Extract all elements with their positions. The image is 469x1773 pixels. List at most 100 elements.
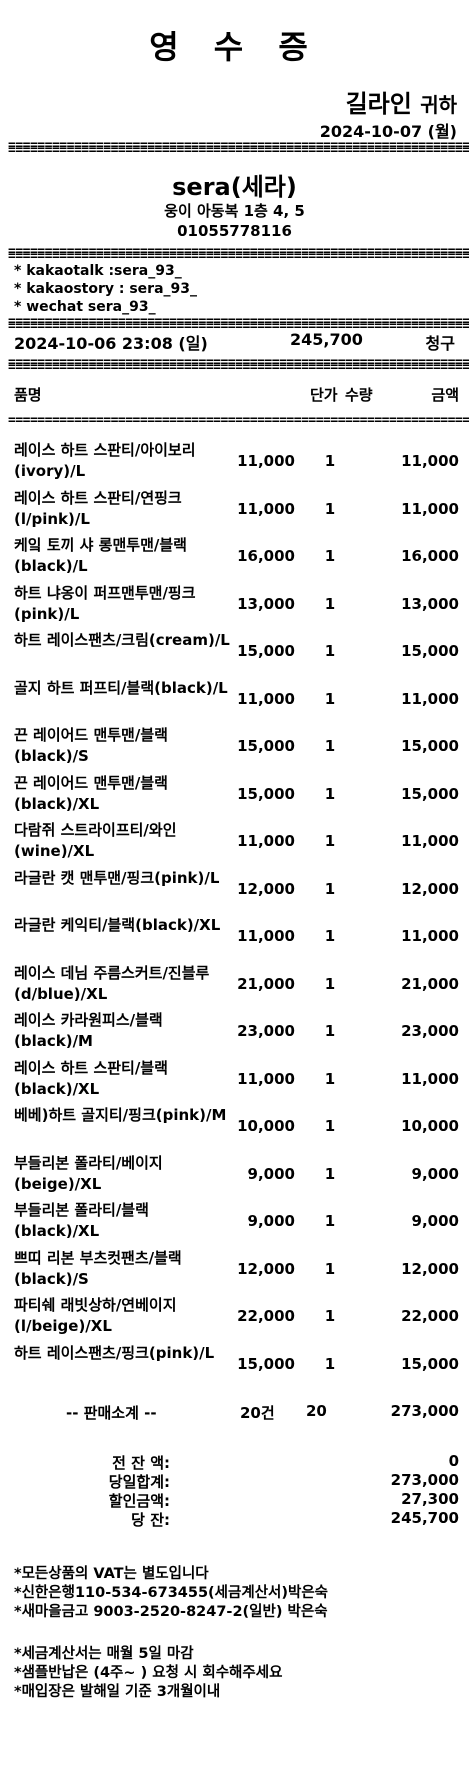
item-amount: 11,000: [401, 499, 459, 518]
subtotal-qty: 20: [306, 1402, 327, 1420]
item-qty: 1: [324, 1117, 336, 1135]
summary-datetime: 2024-10-06 23:08 (일): [14, 334, 208, 353]
customer-name-line: 길라인 귀하: [346, 84, 457, 119]
total-label: 당일합계:: [108, 1473, 170, 1491]
separator: ========================================…: [8, 145, 469, 156]
item-price: 9,000: [247, 1212, 295, 1230]
item-name: 레이스 하트 스판티/아이보리(ivory)/L: [14, 441, 196, 480]
note-line: *매입장은 발해일 기준 3개월이내: [14, 1684, 221, 1700]
contact-kakaotalk: * kakaotalk :sera_93_: [14, 263, 182, 279]
item-qty: 1: [324, 594, 336, 613]
item-amount: 10,000: [401, 1117, 459, 1135]
total-value: 245,700: [390, 1509, 459, 1527]
item-name: 레이스 데님 주름스커트/진블루(d/blue)/XL: [14, 963, 210, 1003]
item-price: 11,000: [237, 452, 295, 470]
item-name: 하트 레이스팬츠/크림(cream)/L: [14, 631, 230, 649]
column-header-price: 단가: [310, 386, 338, 404]
item-amount: 9,000: [411, 1212, 459, 1230]
item-price: 15,000: [237, 1354, 295, 1373]
item-price: 15,000: [237, 737, 295, 755]
item-qty: 1: [324, 1212, 336, 1230]
receipt-title: 영 수 증: [149, 28, 320, 66]
item-name: 쁘띠 리본 부츠컷팬츠/블랙(black)/S: [14, 1248, 182, 1288]
item-name: 레이스 하트 스판티/블랙(black)/XL: [14, 1058, 168, 1098]
item-price: 12,000: [237, 879, 295, 898]
item-price: 12,000: [237, 1259, 295, 1278]
item-amount: 16,000: [401, 547, 459, 565]
item-amount: 9,000: [411, 1164, 459, 1183]
item-amount: 15,000: [401, 642, 459, 660]
separator: ========================================…: [8, 316, 469, 327]
total-value: 0: [448, 1452, 459, 1470]
item-price: 13,000: [237, 594, 295, 613]
item-amount: 11,000: [401, 1069, 459, 1088]
item-qty: 1: [324, 1354, 336, 1373]
separator: ========================================…: [8, 415, 469, 426]
item-name: 라글란 캣 맨투맨/핑크(pink)/L: [14, 868, 220, 887]
subtotal-count: 20건: [240, 1404, 275, 1422]
shop-address: 웅이 아동복 1층 4, 5: [164, 202, 305, 220]
item-amount: 22,000: [401, 1307, 459, 1325]
item-name: 베베)하트 골지티/핑크(pink)/M: [14, 1106, 227, 1124]
item-name: 레이스 카라원피스/블랙(black)/M: [14, 1011, 163, 1050]
item-qty: 1: [324, 1069, 336, 1088]
item-qty: 1: [324, 784, 336, 803]
item-qty: 1: [324, 642, 336, 660]
item-amount: 21,000: [401, 974, 459, 993]
summary-label: 청구: [425, 334, 455, 353]
total-value: 27,300: [401, 1490, 459, 1508]
contact-wechat: * wechat sera_93_: [14, 299, 156, 315]
item-qty: 1: [324, 689, 336, 708]
item-price: 21,000: [237, 974, 295, 993]
item-qty: 1: [324, 974, 336, 993]
item-name: 부들리본 폴라티/블랙(black)/XL: [14, 1201, 149, 1240]
note-line: *신한은행110-534-673455(세금계산서)박은숙: [14, 1585, 329, 1601]
item-qty: 1: [324, 1022, 336, 1040]
customer-name: 길라인: [345, 90, 412, 118]
item-amount: 11,000: [401, 689, 459, 708]
item-price: 10,000: [237, 1117, 295, 1135]
total-label: 당 잔:: [131, 1511, 170, 1529]
item-qty: 1: [324, 832, 336, 850]
separator: ========================================…: [8, 357, 469, 368]
item-price: 15,000: [237, 784, 295, 803]
item-amount: 11,000: [401, 927, 459, 945]
separator: ========================================…: [8, 362, 469, 373]
note-line: *샘플반납은 (4주~ ) 요청 시 회수해주세요: [14, 1665, 283, 1681]
item-price: 11,000: [237, 832, 295, 850]
shop-phone: 01055778116: [177, 222, 292, 240]
item-qty: 1: [324, 547, 336, 565]
item-price: 11,000: [237, 689, 295, 708]
contact-kakaostory: * kakaostory : sera_93_: [14, 281, 198, 297]
note-line: *세금계산서는 매월 5일 마감: [14, 1646, 194, 1662]
item-qty: 1: [324, 1164, 336, 1183]
item-name: 끈 레이어드 맨투맨/블랙(black)/S: [14, 726, 168, 765]
item-price: 23,000: [237, 1022, 295, 1040]
item-name: 부들리본 폴라티/베이지(beige)/XL: [14, 1153, 163, 1193]
item-price: 11,000: [237, 1069, 295, 1088]
item-price: 9,000: [247, 1164, 295, 1183]
item-name: 라글란 케익티/블랙(black)/XL: [14, 916, 221, 934]
shop-name: sera(세라): [172, 173, 297, 201]
column-header-name: 품명: [14, 386, 42, 404]
column-header-amount: 금액: [431, 386, 459, 404]
note-line: *모든상품의 VAT는 별도입니다: [14, 1566, 209, 1582]
item-amount: 11,000: [401, 832, 459, 850]
item-qty: 1: [324, 452, 336, 470]
item-price: 22,000: [237, 1307, 295, 1325]
customer-suffix: 귀하: [420, 93, 457, 117]
note-line: *새마을금고 9003-2520-8247-2(일반) 박은숙: [14, 1604, 328, 1620]
total-label: 할인금액:: [108, 1492, 170, 1510]
item-qty: 1: [324, 737, 336, 755]
item-amount: 23,000: [401, 1022, 459, 1040]
item-price: 15,000: [237, 642, 295, 660]
item-name: 레이스 하트 스판티/연핑크(l/pink)/L: [14, 488, 182, 528]
item-name: 끈 레이어드 맨투맨/블랙(black)/XL: [14, 773, 168, 813]
item-name: 하트 냐옹이 퍼프맨투맨/핑크(pink)/L: [14, 583, 196, 623]
subtotal-label: -- 판매소계 --: [66, 1404, 157, 1422]
separator: ========================================…: [8, 140, 469, 151]
separator: ========================================…: [8, 251, 469, 262]
item-amount: 13,000: [401, 594, 459, 613]
item-price: 16,000: [237, 547, 295, 565]
separator: ========================================…: [8, 246, 469, 257]
